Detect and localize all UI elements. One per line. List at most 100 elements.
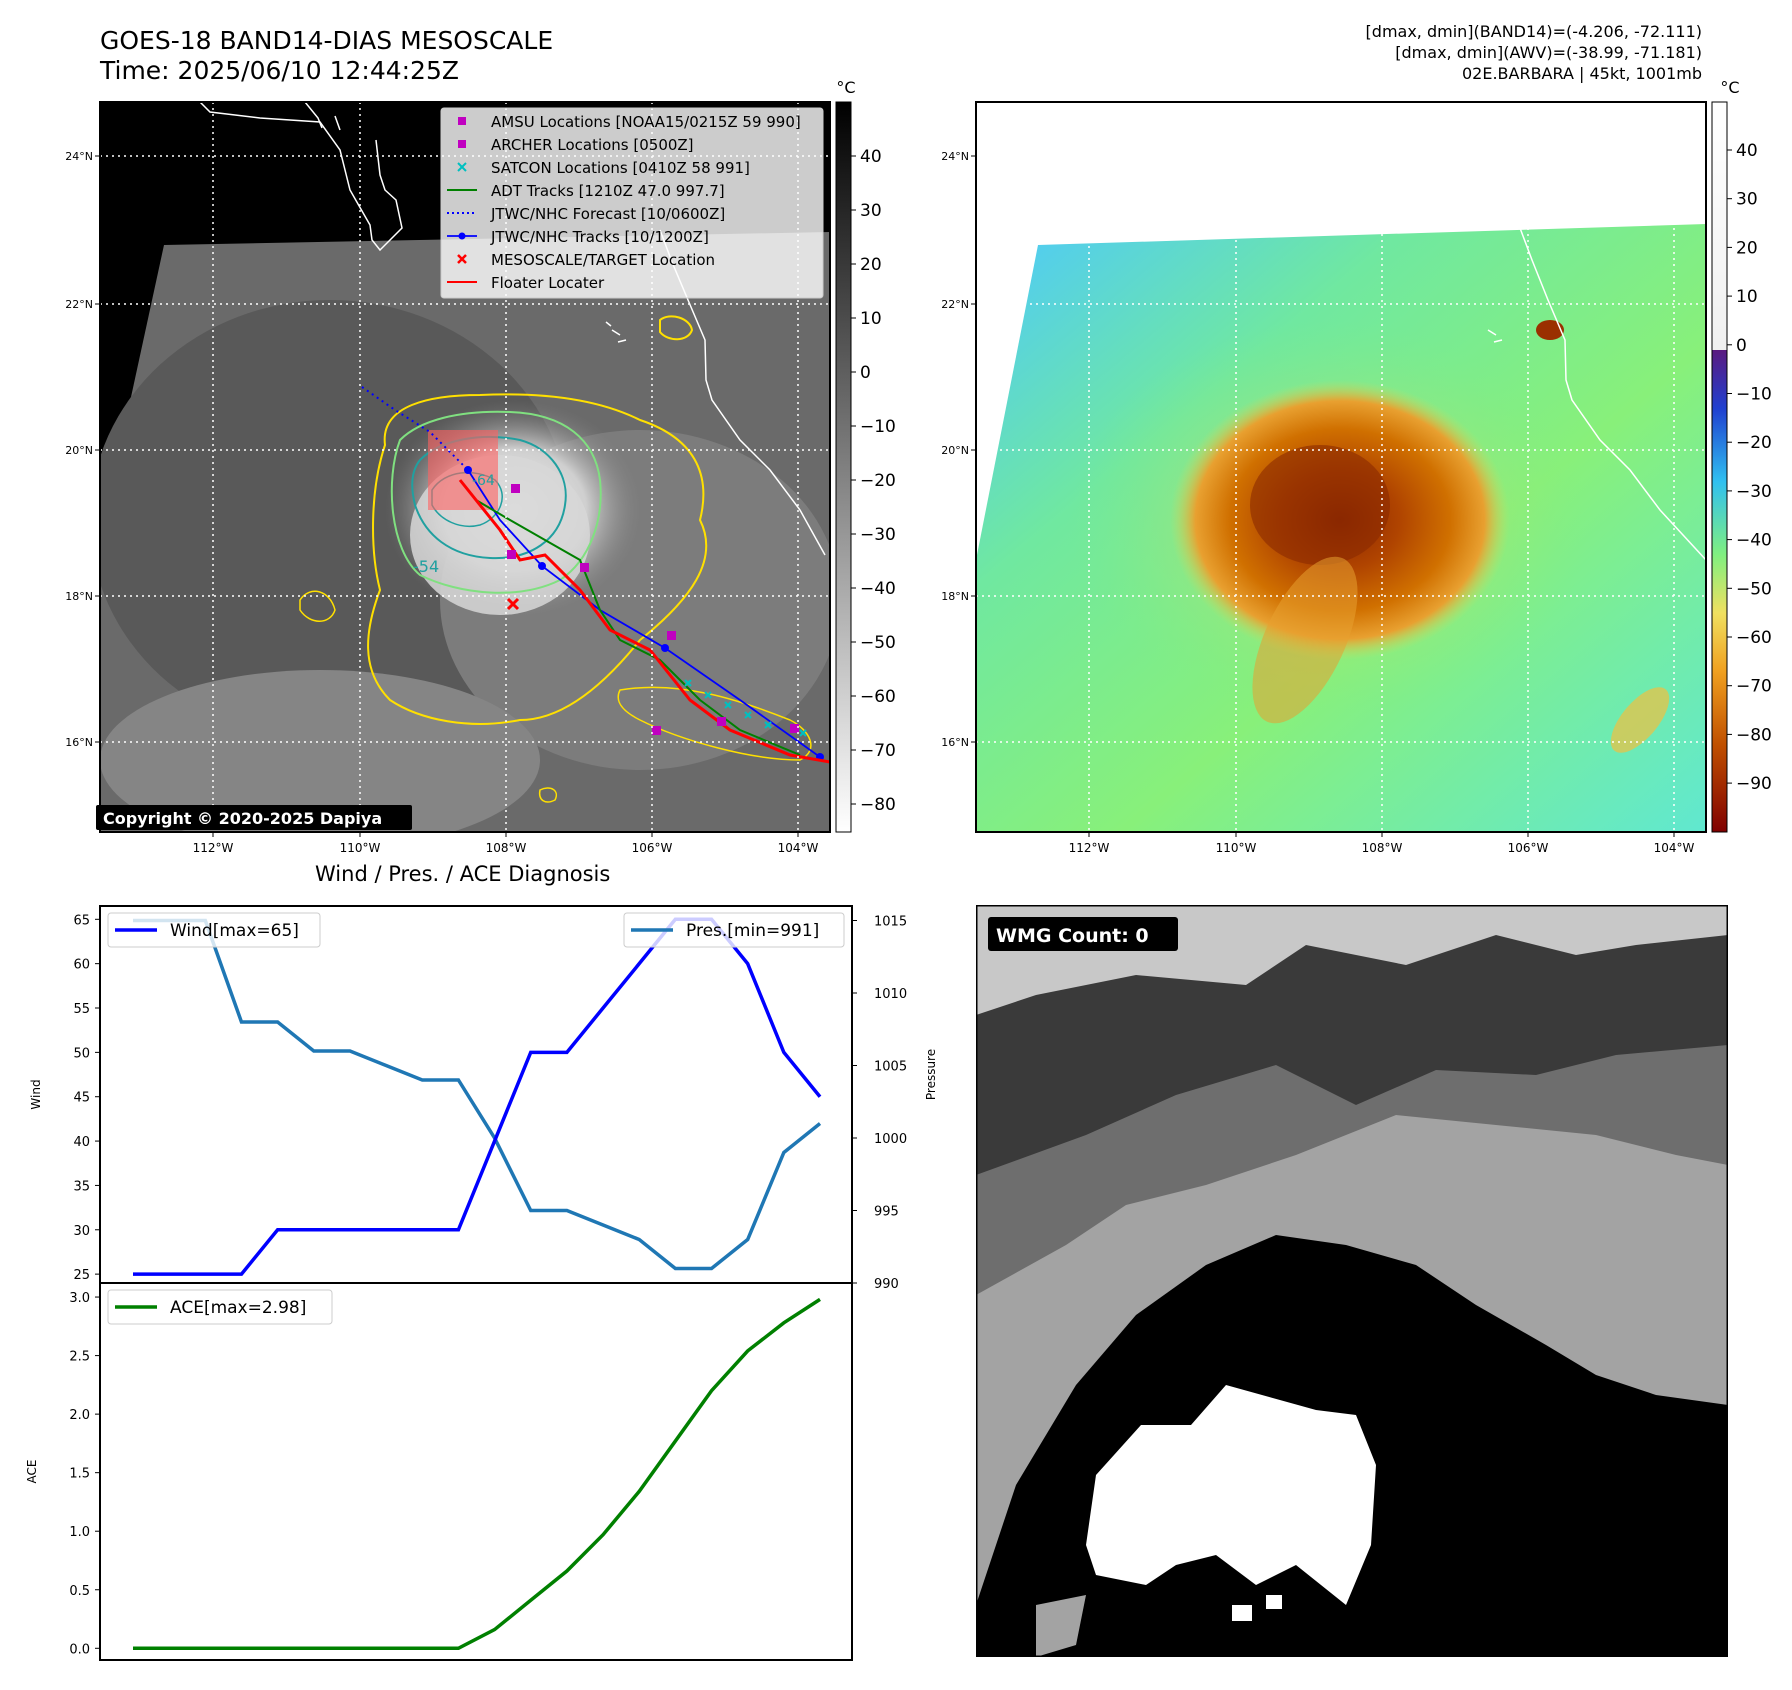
info-awv-range: [dmax, dmin](AWV)=(-38.99, -71.181) <box>1395 43 1702 62</box>
pressure-axis-label: 995 <box>874 1205 899 1220</box>
ir-colorbar-label: 30 <box>860 201 882 221</box>
pressure-axis-label: 1000 <box>874 1132 907 1147</box>
ir-colorbar-label: 0 <box>860 363 871 383</box>
awv-colorbar-label: −50 <box>1736 579 1772 599</box>
ir-legend-markers <box>447 117 477 283</box>
awv-colorbar-label: −60 <box>1736 628 1772 648</box>
awv-colorbar-label: −20 <box>1736 433 1772 453</box>
awv-lon-label: 104°W <box>1654 841 1695 855</box>
wind-axis-label: 40 <box>73 1135 90 1150</box>
pressure-axis-label: 1005 <box>874 1060 907 1075</box>
ir-lon-label: 104°W <box>778 841 819 855</box>
wind-axis-label: 55 <box>73 1002 90 1017</box>
legend-amsu: AMSU Locations [NOAA15/0215Z 59 990] <box>491 113 801 131</box>
legend-tracks: JTWC/NHC Tracks [10/1200Z] <box>490 228 709 246</box>
awv-map: °C 403020100−10−20−30−40−50−60−70−80−90 … <box>941 78 1772 855</box>
ir-lat-label: 16°N <box>65 736 93 749</box>
awv-lat-label: 24°N <box>941 150 969 163</box>
awv-lat-label: 16°N <box>941 736 969 749</box>
copyright-label: Copyright © 2020-2025 Dapiya <box>103 809 382 828</box>
contour-label-64: -64 <box>472 473 495 489</box>
ir-lon-label: 112°W <box>193 841 234 855</box>
ace-axis-label: 2.0 <box>69 1408 90 1423</box>
wind-axis-label: 65 <box>73 913 90 928</box>
ir-colorbar-label: 10 <box>860 309 882 329</box>
figure-time: Time: 2025/06/10 12:44:25Z <box>100 56 459 85</box>
ir-colorbar-label: 20 <box>860 255 882 275</box>
ir-lon-label: 110°W <box>340 841 381 855</box>
ir-colorbar-label: −80 <box>860 795 896 815</box>
ace-axis-label: 0.5 <box>69 1584 90 1599</box>
info-band14-range: [dmax, dmin](BAND14)=(-4.206, -72.111) <box>1365 22 1702 41</box>
ace-legend-label: ACE[max=2.98] <box>170 1298 306 1318</box>
pressure-axis-label: 1010 <box>874 987 907 1002</box>
awv-lon-label: 106°W <box>1508 841 1549 855</box>
wmg-panel: WMG Count: 0 <box>976 905 1728 1657</box>
awv-colorbar-label: 20 <box>1736 238 1758 258</box>
ace-axis-label: 0.0 <box>69 1642 90 1657</box>
ir-colorbar-unit: °C <box>836 78 855 97</box>
wind-legend-label: Wind[max=65] <box>170 921 299 941</box>
awv-colorbar-label: −90 <box>1736 774 1772 794</box>
awv-colorbar-label: −80 <box>1736 725 1772 745</box>
legend-satcon: SATCON Locations [0410Z 58 991] <box>491 159 750 177</box>
wind-axis-label: 35 <box>73 1179 90 1194</box>
ace-axis-title: ACE <box>25 1460 39 1484</box>
pressure-axis-label: 1015 <box>874 915 907 930</box>
ir-colorbar-label: −40 <box>860 579 896 599</box>
awv-colorbar-label: 10 <box>1736 287 1758 307</box>
legend-archer: ARCHER Locations [0500Z] <box>491 136 694 154</box>
ir-map: -64 -54 AMSU Locations [NOAA15/0215Z 59 … <box>65 78 896 855</box>
legend-adt: ADT Tracks [1210Z 47.0 997.7] <box>491 182 725 200</box>
awv-colorbar-unit: °C <box>1720 78 1739 97</box>
ir-lon-label: 108°W <box>486 841 527 855</box>
awv-colorbar-label: −30 <box>1736 482 1772 502</box>
ir-lat-label: 18°N <box>65 590 93 603</box>
wind-axis-label: 45 <box>73 1091 90 1106</box>
awv-colorbar-label: −10 <box>1736 385 1772 405</box>
wmg-count-label: WMG Count: 0 <box>996 925 1149 947</box>
awv-lon-label: 110°W <box>1216 841 1257 855</box>
awv-lat-label: 18°N <box>941 590 969 603</box>
diagnosis-title: Wind / Pres. / ACE Diagnosis <box>315 862 611 886</box>
ir-colorbar-label: 40 <box>860 147 882 167</box>
ir-colorbar-label: −50 <box>860 633 896 653</box>
ace-axis-label: 2.5 <box>69 1350 90 1365</box>
awv-colorbar-label: 30 <box>1736 190 1758 210</box>
awv-lat-label: 22°N <box>941 298 969 311</box>
contour-label-54: -54 <box>413 557 439 576</box>
ace-axis-label: 1.5 <box>69 1467 90 1482</box>
ir-lat-label: 22°N <box>65 298 93 311</box>
awv-colorbar-label: −40 <box>1736 531 1772 551</box>
awv-colorbar-label: 0 <box>1736 336 1747 356</box>
ir-colorbar-label: −10 <box>860 417 896 437</box>
ir-lat-label: 20°N <box>65 444 93 457</box>
wind-series-line <box>133 917 822 1276</box>
wind-axis-label: 25 <box>73 1268 90 1283</box>
wind-axis-title: Wind <box>29 1079 43 1109</box>
ace-series-line <box>133 1297 821 1651</box>
ir-lat-label: 24°N <box>65 150 93 163</box>
wind-axis-label: 50 <box>73 1046 90 1061</box>
wind-axis-label: 30 <box>73 1224 90 1239</box>
wind-axis-label: 60 <box>73 958 90 973</box>
ir-colorbar-label: −60 <box>860 687 896 707</box>
awv-lon-label: 112°W <box>1069 841 1110 855</box>
ace-axis-label: 1.0 <box>69 1525 90 1540</box>
pressure-axis-title: Pressure <box>924 1049 938 1100</box>
legend-forecast: JTWC/NHC Forecast [10/0600Z] <box>490 205 725 223</box>
awv-colorbar-label: 40 <box>1736 141 1758 161</box>
ir-colorbar-label: −30 <box>860 525 896 545</box>
pressure-series-line <box>133 918 822 1271</box>
legend-floater: Floater Locater <box>491 274 605 292</box>
awv-lon-label: 108°W <box>1362 841 1403 855</box>
legend-target: MESOSCALE/TARGET Location <box>491 251 715 269</box>
pressure-axis-label: 990 <box>874 1277 899 1292</box>
ir-colorbar-label: −70 <box>860 741 896 761</box>
ir-lon-label: 106°W <box>632 841 673 855</box>
figure-title: GOES-18 BAND14-DIAS MESOSCALE <box>100 26 554 55</box>
awv-lat-label: 20°N <box>941 444 969 457</box>
ir-colorbar-label: −20 <box>860 471 896 491</box>
awv-colorbar-label: −70 <box>1736 677 1772 697</box>
